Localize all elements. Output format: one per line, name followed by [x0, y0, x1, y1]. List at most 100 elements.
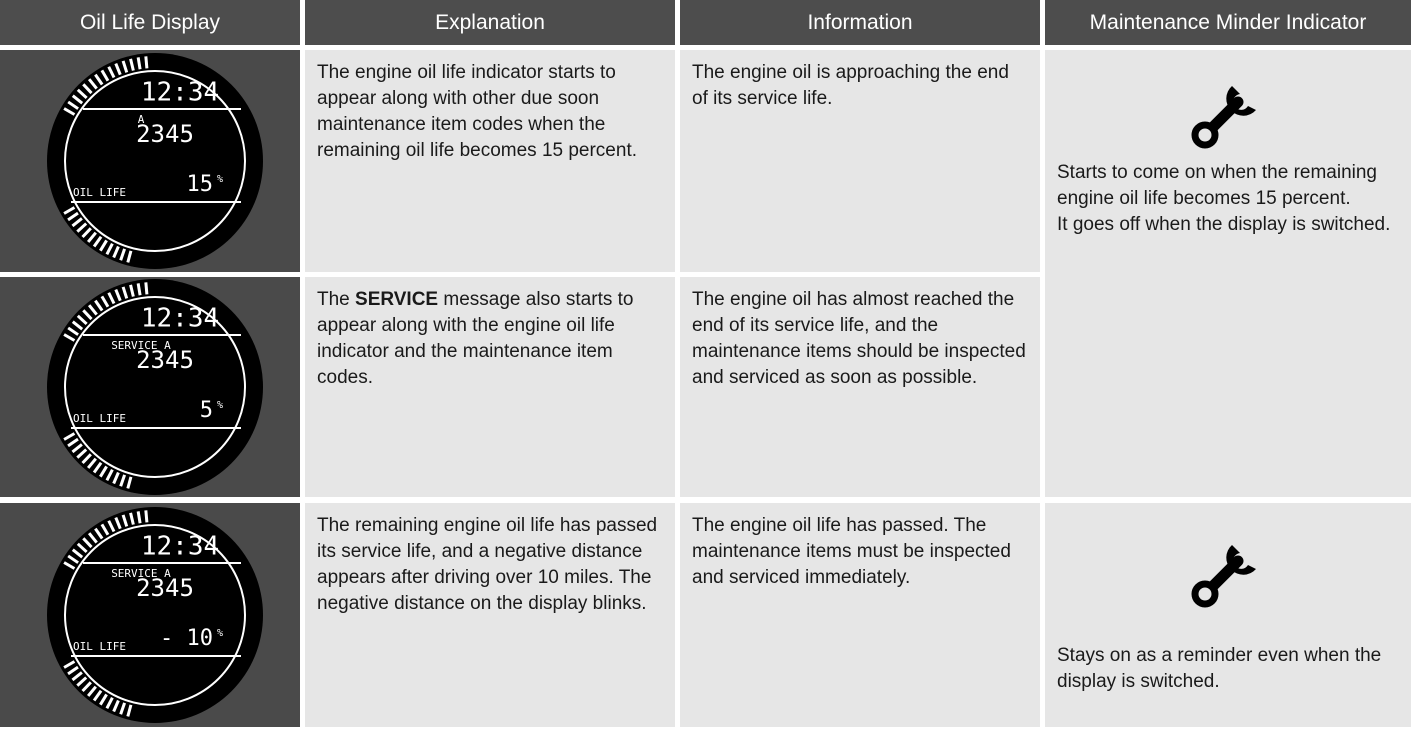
gauge-segment: [67, 554, 79, 564]
text: The engine oil has almost reached the en…: [692, 289, 1026, 388]
text: Starts to come on when the remaining eng…: [1057, 162, 1378, 209]
text: The engine oil is approaching the end of…: [692, 62, 1009, 109]
gauge-code: SERVICE A: [111, 339, 171, 352]
gauge-segment: [71, 548, 84, 559]
gauge-segment: [67, 437, 79, 448]
display-cell: 12:34 SERVICE A 2345 OIL LIFE - 10%: [0, 503, 300, 727]
gauge-unit: %: [217, 174, 223, 185]
gauge-segment: [76, 448, 88, 459]
gauge-code: A: [138, 113, 145, 126]
gauge-segment: [71, 217, 83, 228]
header-cell: Information: [680, 0, 1040, 45]
gauge-percent: 15: [187, 172, 214, 197]
gauge-bezel: [47, 507, 263, 723]
gauge-segment: [121, 514, 129, 527]
gauge-segment: [144, 510, 149, 523]
gauge-segment: [94, 73, 104, 86]
gauge-segment: [86, 457, 97, 469]
wrench: [1191, 545, 1256, 608]
text: message also starts to appear along with…: [317, 289, 634, 388]
text: The SERVICE message also starts to appea…: [317, 287, 663, 391]
explanation-cell: The remaining engine oil life has passed…: [305, 503, 675, 727]
text: It goes off when the display is switched…: [1057, 214, 1391, 235]
text: The engine oil life indicator starts to …: [317, 62, 638, 161]
gauge-segment: [136, 511, 142, 524]
gauge-segment: [126, 704, 133, 717]
gauge-segment: [63, 206, 76, 215]
gauge-segment: [67, 665, 79, 676]
gauge-segment: [126, 250, 133, 263]
text: The: [317, 289, 356, 310]
explanation-cell: The engine oil life indicator starts to …: [305, 50, 675, 272]
indicator-cell: Stays on as a reminder even when the dis…: [1045, 503, 1411, 727]
text: Stays on as a reminder even when the dis…: [1057, 645, 1382, 692]
gauge-segment: [100, 523, 110, 536]
gauge-odometer: 2345: [136, 120, 194, 148]
gauge-segment: [136, 57, 142, 70]
gauge-segment: [107, 520, 116, 533]
gauge-segment: [63, 660, 76, 669]
gauge-segment: [81, 453, 92, 465]
header-cell: Explanation: [305, 0, 675, 45]
gauge-segment: [114, 517, 122, 530]
gauge-segment: [112, 471, 120, 485]
information-cell: The engine oil is approaching the end of…: [680, 50, 1040, 272]
gauge-segment: [76, 222, 88, 233]
gauge-segment: [94, 299, 104, 312]
gauge-label: OIL LIFE: [73, 186, 126, 199]
gauge-segment: [114, 289, 122, 302]
gauge-segment: [99, 239, 108, 252]
gauge-time: 12:34: [141, 304, 219, 334]
gauge-segment: [76, 314, 88, 326]
gauge-segment: [67, 211, 79, 222]
gauge-segment: [86, 685, 97, 697]
gauge-segment: [119, 248, 127, 261]
gauge-ring: [64, 296, 246, 478]
gauge-segment: [76, 88, 88, 100]
text: The engine oil life has passed. The main…: [692, 515, 1011, 588]
gauge-segment: [71, 443, 83, 454]
gauge-segment: [144, 282, 149, 295]
gauge-segment: [107, 66, 116, 79]
gauge-segment: [63, 107, 76, 116]
text: The remaining engine oil life has passed…: [317, 515, 658, 614]
display-cell: 12:34 A 2345 OIL LIFE 15%: [0, 50, 300, 272]
gauge-segment: [119, 702, 127, 715]
gauge-segment: [82, 309, 93, 321]
gauge-segment: [63, 333, 76, 342]
gauge-segment: [63, 561, 76, 570]
gauge-bezel: [47, 53, 263, 269]
gauge-segment: [71, 94, 84, 105]
gauge-label: OIL LIFE: [73, 640, 126, 653]
gauge-segment: [144, 56, 149, 69]
gauge-segment: [129, 284, 135, 297]
header-cell: Oil Life Display: [0, 0, 300, 45]
gauge-segment: [82, 83, 93, 95]
gauge-segment: [81, 681, 92, 693]
gauge-unit: %: [217, 628, 223, 639]
information-cell: The engine oil life has passed. The main…: [680, 503, 1040, 727]
gauge-segment: [100, 69, 110, 82]
gauge-segment: [107, 292, 116, 305]
header-cell: Maintenance Minder Indicator: [1045, 0, 1411, 45]
gauge-segment: [99, 693, 108, 706]
indicator-cell: Starts to come on when the remaining eng…: [1045, 50, 1411, 497]
gauge-segment: [129, 512, 135, 525]
gauge-segment: [112, 245, 120, 259]
gauge-segment: [105, 242, 114, 256]
gauge-segment: [126, 476, 133, 489]
gauge-segment: [81, 227, 92, 239]
gauge-segment: [76, 676, 88, 687]
display-cell: 12:34 SERVICE A 2345 OIL LIFE 5%: [0, 277, 300, 497]
gauge-segment: [94, 527, 104, 540]
gauge-code: SERVICE A: [111, 567, 171, 580]
gauge-segment: [87, 78, 98, 90]
gauge-segment: [82, 537, 93, 549]
gauge-segment: [121, 60, 129, 73]
wrench: [1191, 86, 1256, 149]
gauge-segment: [67, 100, 79, 110]
gauge-segment: [129, 58, 135, 71]
gauge-segment: [112, 699, 120, 713]
